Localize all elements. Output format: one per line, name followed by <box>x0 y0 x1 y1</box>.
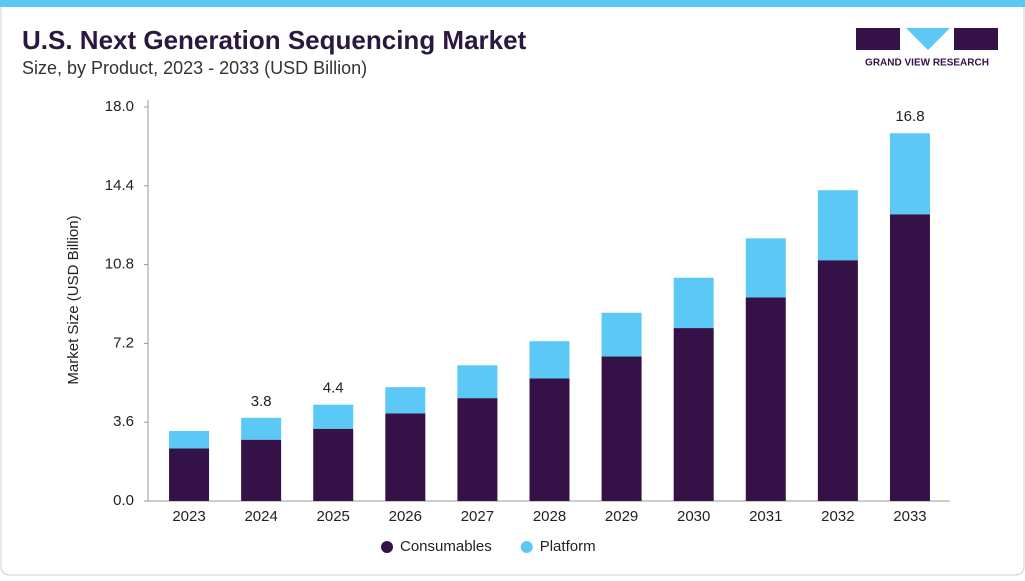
y-tick-label: 7.2 <box>113 334 134 351</box>
y-axis-title: Market Size (USD Billion) <box>65 215 82 384</box>
bar-segment <box>817 190 858 261</box>
bar-segment <box>169 430 210 449</box>
brand: GRAND VIEW RESEARCH <box>865 58 989 69</box>
y-tick-label: 3.6 <box>113 413 134 430</box>
x-tick-label: 2029 <box>605 508 638 525</box>
x-tick-label: 2032 <box>821 508 854 525</box>
bar-segment <box>889 133 930 215</box>
x-tick-label: 2033 <box>893 508 926 525</box>
bar-segment <box>313 428 354 501</box>
total-label: 4.4 <box>323 380 344 397</box>
x-tick-label: 2025 <box>317 508 350 525</box>
total-label: 16.8 <box>895 108 924 125</box>
bar-segment <box>529 341 570 379</box>
x-tick-label: 2028 <box>533 508 566 525</box>
top-band <box>0 0 1025 7</box>
bar-segment <box>601 356 642 501</box>
bar-segment <box>745 297 786 501</box>
y-tick-label: 14.4 <box>105 177 134 194</box>
bar-segment <box>385 413 426 501</box>
legend-label: Platform <box>540 538 596 555</box>
x-tick-label: 2026 <box>389 508 422 525</box>
bar-segment <box>529 378 570 501</box>
total-label: 3.8 <box>251 393 272 410</box>
bar-segment <box>889 214 930 501</box>
bar-segment <box>673 328 714 501</box>
bar-segment <box>313 404 354 429</box>
legend-marker <box>520 541 533 553</box>
bar-segment <box>169 448 210 501</box>
chart-title: U.S. Next Generation Sequencing Market <box>22 25 527 55</box>
x-tick-label: 2030 <box>677 508 710 525</box>
x-tick-label: 2024 <box>244 508 277 525</box>
bar-segment <box>457 365 498 399</box>
x-tick-label: 2031 <box>749 508 782 525</box>
legend-marker <box>381 541 393 553</box>
bar-segment <box>817 260 858 501</box>
y-tick-label: 10.8 <box>105 256 134 273</box>
bar-segment <box>241 417 282 440</box>
y-tick-label: 0.0 <box>113 492 134 509</box>
logo: GRAND VIEW RESEARCH <box>856 28 998 69</box>
x-tick-label: 2027 <box>461 508 494 525</box>
bar-segment <box>241 439 282 501</box>
chart-subtitle: Size, by Product, 2023 - 2033 (USD Billi… <box>22 58 367 78</box>
x-tick-label: 2023 <box>172 508 205 525</box>
legend-label: Consumables <box>400 538 492 555</box>
bar-segment <box>457 398 498 501</box>
bar-segment <box>601 312 642 357</box>
bar-segment <box>673 277 714 329</box>
bar-segment <box>745 238 786 298</box>
bar-segment <box>385 387 426 414</box>
y-tick-label: 18.0 <box>105 98 134 115</box>
